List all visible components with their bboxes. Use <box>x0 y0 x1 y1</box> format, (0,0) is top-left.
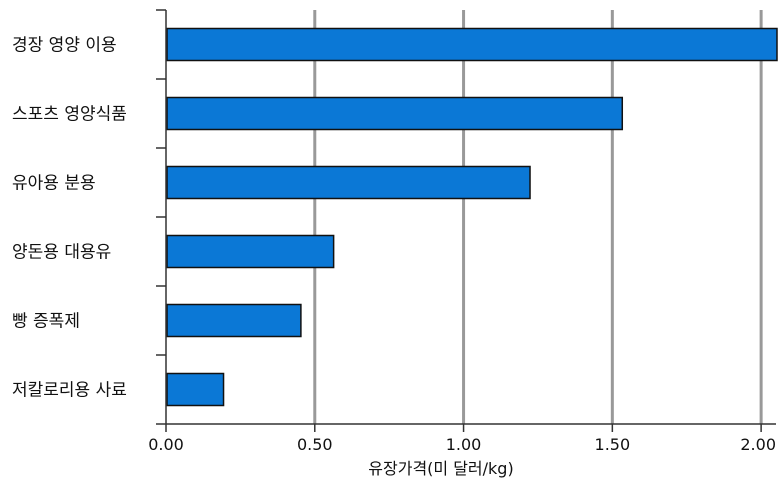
category-label-2: 유아용 분용 <box>12 174 96 194</box>
bar-1 <box>166 96 624 131</box>
bar-5 <box>166 372 225 407</box>
bar-2 <box>166 165 531 200</box>
x-tick-label-3: 1.50 <box>595 435 631 454</box>
category-label-0: 경장 영양 이용 <box>12 36 117 56</box>
category-label-5: 저칼로리용 사료 <box>12 381 127 401</box>
y-axis <box>156 9 167 425</box>
bars <box>166 27 778 407</box>
x-tick-label-1: 0.50 <box>297 435 333 454</box>
x-tick-label-2: 1.00 <box>446 435 482 454</box>
x-axis-title: 유장가격(미 달러/kg) <box>368 459 513 478</box>
x-axis: 0.00 0.50 1.00 1.50 2.00 <box>148 423 776 454</box>
x-tick-label-4: 2.00 <box>740 435 776 454</box>
x-tick-label-0: 0.00 <box>148 435 184 454</box>
category-label-1: 스포츠 영양식품 <box>12 105 127 125</box>
grid-lines <box>313 10 763 424</box>
bar-3 <box>166 234 335 269</box>
category-label-3: 양돈용 대용유 <box>12 243 111 263</box>
bar-4 <box>166 303 302 338</box>
bar-0 <box>166 27 778 62</box>
category-label-4: 빵 증폭제 <box>12 312 80 332</box>
